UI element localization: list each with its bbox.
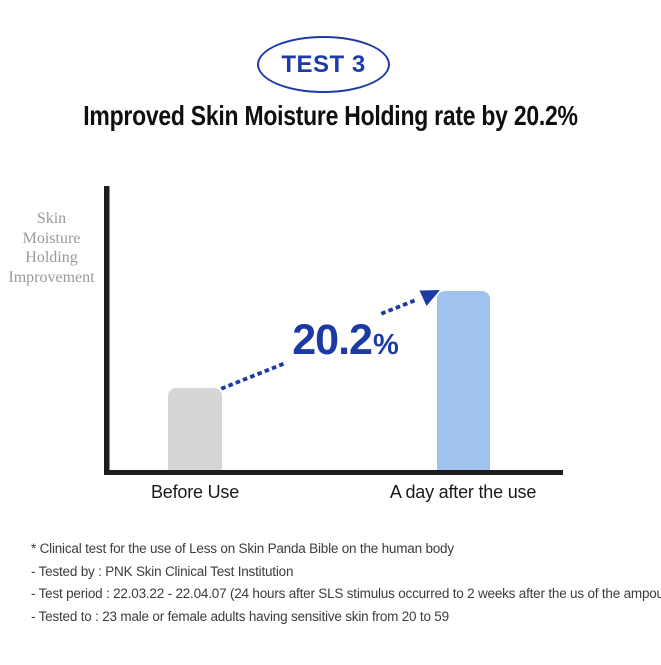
- bar-a-day-after: [437, 291, 490, 470]
- test-number-badge: TEST 3: [257, 36, 390, 93]
- x-axis-label-before-use: Before Use: [150, 482, 240, 502]
- x-axis-line: [104, 470, 563, 475]
- bar-chart: Skin Moisture Holding Improvement 20.2% …: [0, 180, 661, 515]
- growth-arrow-dotted-segment: [380, 297, 419, 316]
- badge-label: TEST 3: [281, 50, 366, 78]
- y-axis-line: [104, 186, 110, 475]
- y-axis-label: Skin Moisture Holding Improvement: [0, 209, 103, 287]
- growth-arrow-dotted-segment: [220, 361, 286, 391]
- y-axis-label-line: Holding: [25, 249, 78, 266]
- footnote-line: - Test period : 22.03.22 - 22.04.07 (24 …: [31, 586, 661, 601]
- chart-canvas: [104, 186, 563, 475]
- growth-arrow-head-icon: [419, 290, 440, 306]
- growth-annotation-value: 20.2: [292, 316, 373, 364]
- y-axis-label-line: Moisture: [22, 229, 81, 247]
- page-title: Improved Skin Moisture Holding rate by 2…: [83, 100, 578, 131]
- x-axis-label-day-after: A day after the use: [389, 482, 537, 502]
- bar-before-use: [168, 388, 222, 470]
- y-axis-label-line: Skin: [36, 210, 67, 227]
- growth-annotation: 20.2%: [263, 316, 428, 365]
- footnote-line: - Tested to : 23 male or female adults h…: [31, 608, 449, 624]
- footnotes: * Clinical test for the use of Less on S…: [31, 538, 661, 628]
- growth-annotation-unit: %: [372, 329, 399, 361]
- y-axis-label-line: Improvement: [8, 268, 95, 286]
- footnote-line: * Clinical test for the use of Less on S…: [31, 541, 454, 556]
- footnote-line: - Tested by : PNK Skin Clinical Test Ins…: [31, 563, 294, 579]
